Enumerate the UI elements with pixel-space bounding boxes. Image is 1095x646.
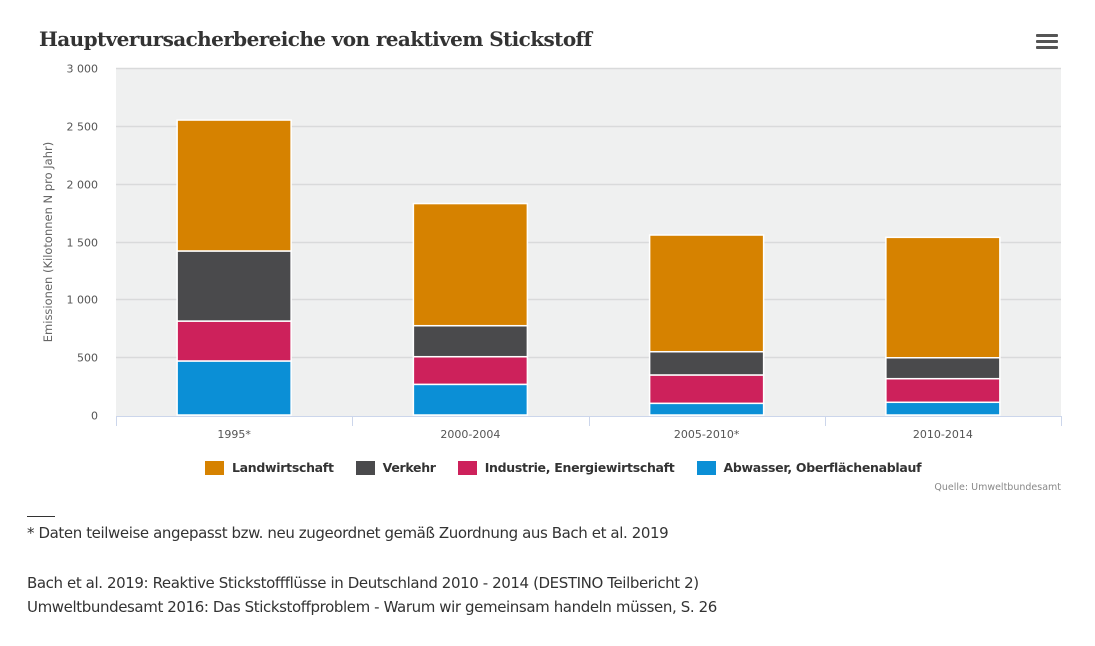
legend-item[interactable]: Landwirtschaft	[205, 460, 334, 475]
bar-segment-verkehr[interactable]	[176, 250, 292, 322]
legend-swatch	[355, 460, 375, 475]
legend-item[interactable]: Abwasser, Oberflächenablauf	[696, 460, 922, 475]
legend-item[interactable]: Industrie, Energiewirtschaft	[457, 460, 675, 475]
chart-title: Hauptverursacherbereiche von reaktivem S…	[39, 27, 592, 51]
x-tick-label: 2010-2014	[913, 428, 973, 441]
bar-segment-industrie-energiewirtschaft[interactable]	[648, 374, 765, 405]
chart-legend: Landwirtschaft Verkehr Industrie, Energiew…	[205, 460, 943, 475]
legend-item[interactable]: Verkehr	[355, 460, 436, 475]
asterisk-footnote: * Daten teilweise angepasst bzw. neu zug…	[27, 524, 669, 542]
x-tick-label: 2005-2010*	[674, 428, 740, 441]
y-tick-label: 0	[91, 410, 98, 423]
bar-segment-verkehr[interactable]	[648, 350, 765, 376]
x-axis: 1995* 2000-2004 2005-2010* 2010-2014	[116, 416, 1062, 441]
y-tick-label: 3 000	[67, 63, 99, 76]
bar-segment-landwirtschaft[interactable]	[412, 202, 529, 327]
legend-label: Verkehr	[382, 460, 436, 475]
bar-segment-abwasser-oberflächenablauf[interactable]	[176, 360, 292, 416]
bar-segment-verkehr[interactable]	[885, 356, 1001, 380]
y-tick-label: 2 000	[67, 179, 99, 192]
legend-swatch	[205, 460, 224, 475]
bars	[176, 119, 1001, 416]
y-tick-label: 2 500	[67, 121, 99, 134]
bar-segment-industrie-energiewirtschaft[interactable]	[412, 355, 529, 386]
bar-segment-abwasser-oberflächenablauf[interactable]	[648, 402, 765, 416]
bar-segment-abwasser-oberflächenablauf[interactable]	[412, 383, 529, 416]
legend-swatch	[457, 460, 477, 475]
y-axis-title: Emissionen (Kilotonnen N pro Jahr)	[41, 142, 55, 342]
legend-label: Industrie, Energiewirtschaft	[484, 460, 675, 475]
y-axis-ticks: 0 500 1 000 1 500 2 000 2 500 3 000	[67, 63, 99, 423]
reference-uba-2016: Umweltbundesamt 2016: Das Stickstoffprob…	[27, 598, 717, 616]
y-tick-label: 500	[77, 352, 98, 365]
bar-segment-industrie-energiewirtschaft[interactable]	[885, 377, 1001, 404]
hamburger-menu-icon	[1036, 34, 1058, 49]
y-tick-label: 1 000	[67, 294, 99, 307]
bar-segment-abwasser-oberflächenablauf[interactable]	[885, 401, 1001, 416]
bar-segment-industrie-energiewirtschaft[interactable]	[176, 320, 292, 362]
reference-bach-2019: Bach et al. 2019: Reaktive Stickstoffflü…	[27, 574, 699, 592]
source-credit: Quelle: Umweltbundesamt	[934, 482, 1061, 493]
chart-menu-button[interactable]	[1036, 34, 1058, 52]
footnote-divider	[27, 516, 55, 517]
bar-segment-landwirtschaft[interactable]	[885, 236, 1001, 359]
bar-segment-landwirtschaft[interactable]	[648, 234, 765, 353]
x-tick-label: 1995*	[217, 428, 251, 441]
bar-segment-verkehr[interactable]	[412, 324, 529, 358]
stacked-bar-chart: 0 500 1 000 1 500 2 000 2 500 3 000 1995* 2000-…	[41, 63, 1062, 441]
bar-segment-landwirtschaft[interactable]	[176, 119, 292, 252]
legend-label: Abwasser, Oberflächenablauf	[723, 460, 922, 475]
legend-label: Landwirtschaft	[232, 460, 334, 475]
y-tick-label: 1 500	[67, 237, 99, 250]
legend-swatch	[696, 460, 716, 475]
x-tick-label: 2000-2004	[440, 428, 500, 441]
